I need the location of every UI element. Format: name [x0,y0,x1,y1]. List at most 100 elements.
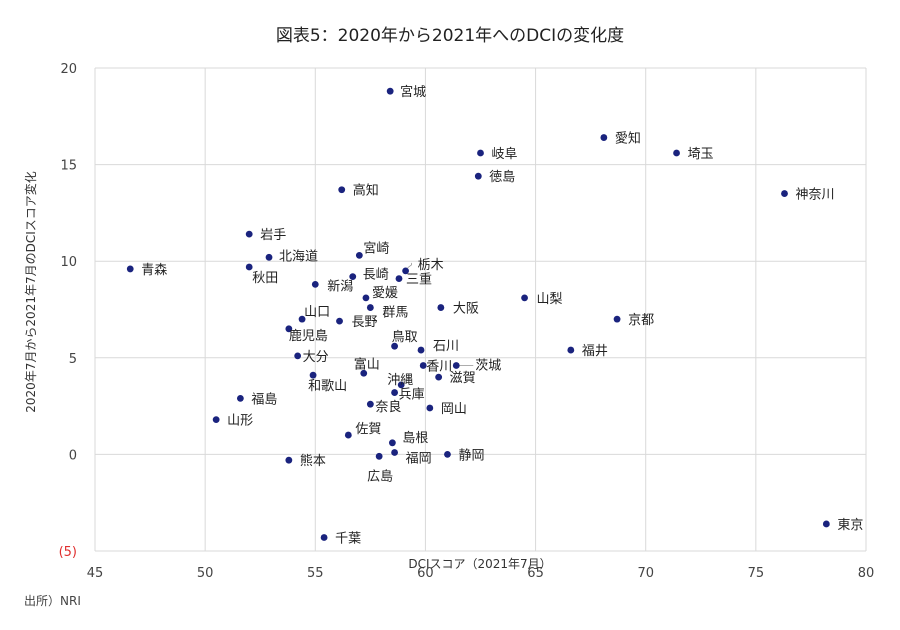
point-label: 福岡 [406,451,432,466]
point-長崎 [349,273,357,281]
point-京都 [613,315,621,323]
point-label: 大分 [303,350,329,365]
point-岐阜 [477,149,484,157]
point-label: 栃木 [418,258,444,273]
point-長野 [336,317,343,325]
x-tick-label: 45 [87,566,104,581]
point-label: 富山 [354,356,380,372]
point-秋田 [245,263,253,271]
point-label: 千葉 [335,531,361,546]
point-鹿児島 [285,325,293,333]
point-佐賀 [344,431,352,439]
point-label: 岐阜 [492,146,518,162]
point-広島 [375,452,383,460]
y-tick-label: (5) [59,545,77,560]
point-福井 [567,346,575,354]
grid [94,67,867,552]
point-千葉 [320,534,328,541]
point-label: 三重 [406,272,432,288]
point-label: 広島 [367,469,393,484]
point-label: 滋賀 [450,371,476,386]
point-愛知 [600,134,608,141]
point-label: 大阪 [453,302,479,317]
data-points [126,87,830,541]
point-label: 島根 [402,431,428,446]
point-新潟 [311,280,319,288]
point-石川 [417,346,425,354]
point-label: 鹿児島 [289,328,328,344]
point-和歌山 [309,371,317,379]
point-label: 奈良 [375,399,401,415]
point-label: 福井 [582,344,608,359]
leader-line [407,262,413,269]
y-axis-label: 2020年7月から2021年7月のDCIスコア変化 [23,171,38,413]
point-徳島 [474,172,482,180]
point-label: 熊本 [300,453,326,469]
point-label: 愛知 [615,131,641,147]
point-label: 佐賀 [355,422,381,437]
point-神奈川 [781,190,788,197]
point-label: 岩手 [260,228,286,243]
y-tick-label: 0 [69,448,77,463]
y-tick-label: 5 [69,352,77,367]
point-label: 静岡 [458,448,484,463]
x-tick-labels: 45 50 55 60 65 70 75 80 [87,566,875,581]
point-東京 [822,520,830,528]
point-label: 和歌山 [308,379,347,394]
point-label: 福島 [251,392,277,407]
point-label: 愛媛 [372,286,398,301]
point-岩手 [245,230,253,238]
x-axis-label: DCIスコア（2021年7月） [408,557,551,571]
point-奈良 [366,400,374,408]
point-label: 新潟 [327,278,353,294]
point-香川 [419,362,427,369]
point-label: 長野 [352,315,378,330]
point-label: 宮崎 [363,240,389,256]
chart-title: 図表5：2020年から2021年へのDCIの変化度 [276,26,624,46]
x-tick-label: 55 [307,566,324,581]
y-tick-label: 20 [60,62,77,77]
point-島根 [388,439,396,447]
point-label: 京都 [628,313,654,328]
leader-lines [407,262,474,366]
point-label: 東京 [837,517,863,533]
point-静岡 [444,451,451,458]
point-label: 高知 [353,183,379,199]
point-label: 香川 [426,360,452,375]
point-label: 石川 [433,339,459,354]
point-label: 北海道 [279,249,318,264]
point-福岡 [391,449,398,456]
point-label: 長崎 [363,268,389,283]
point-滋賀 [435,373,443,381]
point-label: 青森 [141,263,167,278]
point-label: 兵庫 [399,388,425,403]
point-label: 秋田 [252,271,278,286]
point-大阪 [437,304,445,311]
source-note: 出所）NRI [24,594,81,608]
point-label: 山口 [304,305,330,320]
point-北海道 [265,253,273,261]
point-兵庫 [391,389,398,396]
point-福島 [236,394,244,402]
point-群馬 [366,304,374,311]
point-鳥取 [391,342,398,350]
y-tick-labels: (5) 0 5 10 15 20 [59,62,77,560]
point-山形 [212,416,220,424]
x-tick-label: 70 [637,566,654,581]
point-山口 [298,315,306,323]
x-tick-label: 65 [527,566,544,581]
point-大分 [294,352,302,360]
point-label: 岡山 [441,402,467,417]
point-label: 徳島 [489,170,515,185]
x-tick-label: 80 [858,566,875,581]
point-青森 [126,265,134,273]
x-tick-label: 75 [748,566,765,581]
point-label: 埼玉 [688,147,714,162]
point-富山 [360,369,368,377]
point-熊本 [285,456,293,464]
point-山梨 [521,294,528,302]
point-高知 [338,186,346,194]
y-tick-label: 15 [60,159,77,174]
